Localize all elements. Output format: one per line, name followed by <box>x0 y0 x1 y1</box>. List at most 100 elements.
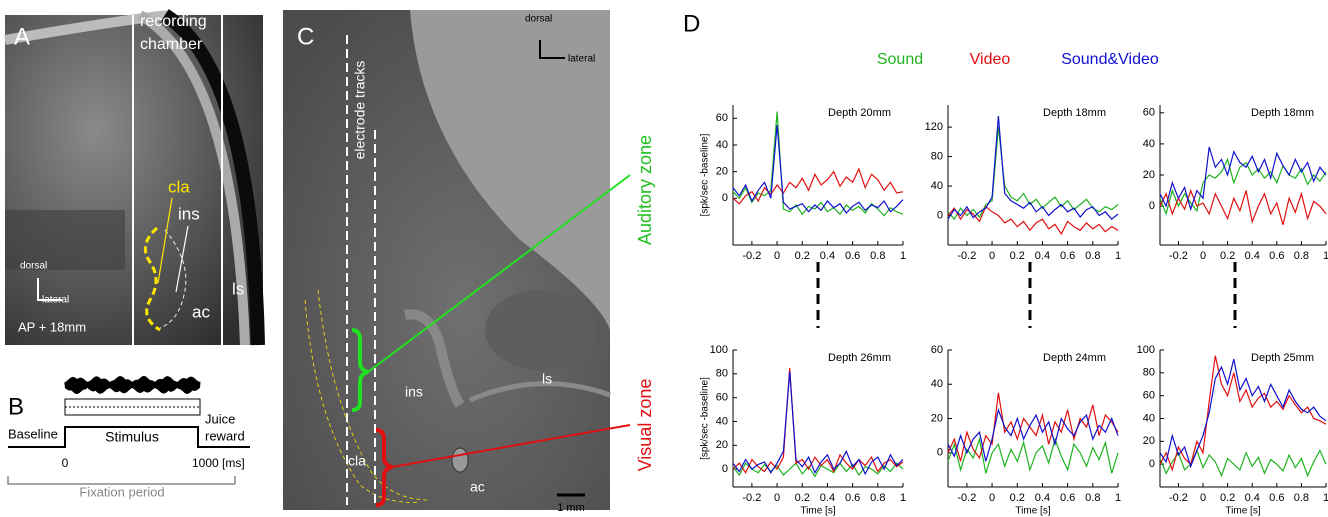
x-axis-label: Time [s] <box>1225 506 1260 517</box>
ins-pointer <box>175 225 189 293</box>
legend-entry: Sound <box>877 51 923 68</box>
panel-label: B <box>8 393 24 420</box>
panel-c: C electrode tracks dorsal lateral ins ls… <box>283 10 655 514</box>
series-line <box>947 392 1119 462</box>
orientation-marker <box>37 278 62 301</box>
fixation-bracket <box>7 476 236 485</box>
stimulus-timeline <box>8 426 250 448</box>
mri-band <box>137 10 250 346</box>
x-tick-label: -0.2 <box>742 492 761 504</box>
chart-title: Depth 18mm <box>1251 107 1314 119</box>
x-tick-label: 0.8 <box>870 492 885 504</box>
orientation-marker <box>539 40 565 59</box>
x-tick-label: 0.4 <box>1035 250 1050 262</box>
x-tick-label: -0.2 <box>1169 250 1188 262</box>
x-tick-label: 0.8 <box>1294 492 1309 504</box>
x-tick-label: 0.4 <box>1245 250 1260 262</box>
x-tick-label: 0.4 <box>820 492 835 504</box>
series-line <box>947 116 1119 221</box>
panel-label: A <box>14 23 30 50</box>
y-tick-label: 60 <box>716 392 728 404</box>
ls-label: ls <box>232 279 244 298</box>
sound-waveform <box>64 375 201 395</box>
claustrum-outline <box>143 226 161 332</box>
fixation-label: Fixation period <box>79 484 164 499</box>
mri-band <box>161 9 265 346</box>
x-tick-label: 0.2 <box>1010 492 1025 504</box>
series-line <box>1159 188 1327 225</box>
series-line <box>732 371 904 476</box>
series-line <box>947 205 1119 236</box>
panel-label: C <box>297 23 314 50</box>
baseline-label: Baseline <box>8 426 58 441</box>
y-tick-label: 40 <box>716 415 728 427</box>
x-axis-label: Time [s] <box>800 506 835 517</box>
x-tick-label: 0 <box>1200 492 1206 504</box>
claustrum-outline <box>304 299 421 503</box>
x-tick-label: 0.2 <box>1220 250 1235 262</box>
legend-entry: Video <box>970 51 1011 68</box>
y-axis-label: [spk/sec -baseline] <box>700 377 711 460</box>
y-tick-label: 120 <box>925 121 943 133</box>
y-tick-label: 40 <box>931 378 943 390</box>
chart-title: Depth 25mm <box>1251 352 1314 364</box>
mri-band <box>4 10 171 45</box>
y-tick-label: 100 <box>1137 344 1155 356</box>
claustrum-outline <box>317 289 431 501</box>
y-tick-label: 0 <box>937 447 943 459</box>
y-axis-label: [spk/sec -baseline] <box>700 133 711 216</box>
auditory-label: Auditory zone <box>635 135 655 245</box>
y-tick-label: 0 <box>1149 200 1155 212</box>
x-tick-label: 1 <box>1323 250 1328 262</box>
series-line <box>1159 358 1327 469</box>
vessel <box>451 447 469 473</box>
y-tick-label: 20 <box>1143 169 1155 181</box>
y-tick-label: 40 <box>716 139 728 151</box>
y-tick-label: 0 <box>722 192 728 204</box>
x-tick-label: 0.6 <box>1269 250 1284 262</box>
panel-a: A recording chamber cla ins ac ls dorsal… <box>4 9 265 346</box>
chart-title: Depth 20mm <box>828 107 891 119</box>
time-label: 0 <box>62 456 69 470</box>
x-tick-label: 0.6 <box>1060 492 1075 504</box>
y-tick-label: 60 <box>1143 107 1155 119</box>
series-line <box>1159 448 1327 478</box>
x-tick-label: 0.2 <box>1010 250 1025 262</box>
chamber-label: recording <box>140 13 207 30</box>
reward-label: Juice <box>205 411 235 426</box>
x-tick-label: 0.4 <box>1245 492 1260 504</box>
x-tick-label: 0.6 <box>1269 492 1284 504</box>
y-tick-label: 20 <box>931 412 943 424</box>
y-tick-label: 20 <box>716 166 728 178</box>
x-tick-label: 0 <box>989 250 995 262</box>
visual-label: Visual zone <box>635 379 655 472</box>
cla-label: cla <box>348 453 366 469</box>
y-tick-label: 20 <box>716 439 728 451</box>
chamber-label: chamber <box>140 36 203 53</box>
sulcus <box>404 309 465 408</box>
ls-label: ls <box>542 371 552 387</box>
panel-d: D <box>683 10 1237 328</box>
ins-label: ins <box>178 204 200 223</box>
orientation-label: dorsal <box>20 261 47 272</box>
x-tick-label: 1 <box>1115 250 1121 262</box>
chart-title: Depth 24mm <box>1043 352 1106 364</box>
x-tick-label: -0.2 <box>1169 492 1188 504</box>
series-line <box>732 167 904 205</box>
cla-label: cla <box>168 177 190 196</box>
visual-connector <box>391 424 631 468</box>
series-line <box>1159 146 1327 212</box>
x-tick-label: 0 <box>774 250 780 262</box>
series-line <box>732 367 904 474</box>
reward-label: reward <box>205 428 245 443</box>
stimulus-label: Stimulus <box>105 429 159 445</box>
x-tick-label: 0 <box>774 492 780 504</box>
x-tick-label: 0.4 <box>820 250 835 262</box>
x-tick-label: 0.6 <box>845 492 860 504</box>
y-tick-label: 60 <box>716 112 728 124</box>
x-tick-label: 0.2 <box>795 250 810 262</box>
x-tick-label: 0.6 <box>1060 250 1075 262</box>
x-tick-label: 0.8 <box>1085 250 1100 262</box>
y-tick-label: 40 <box>1143 412 1155 424</box>
auditory-connector <box>367 174 631 373</box>
